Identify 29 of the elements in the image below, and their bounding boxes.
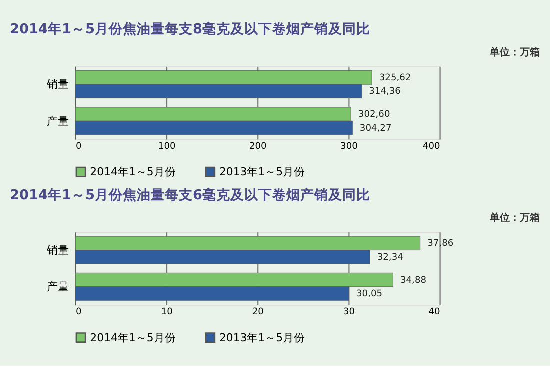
y-tick-label: 销量 [46,78,69,92]
x-tick-label: 0 [76,142,82,152]
data-label: 34,88 [400,276,427,286]
x-tick-label: 200 [249,142,268,152]
x-tick-label: 100 [158,142,176,152]
chart-title: 2014年1～5月份焦油量每支8毫克及以下卷烟产销及同比 [10,20,370,38]
text: 单位：万箱 [488,212,540,224]
x-tick-label: 0 [76,308,82,318]
x-tick-label: 20 [252,308,264,318]
legend-label: 2013年1～5月份 [219,166,306,179]
legend-label: 2014年1～5月份 [90,331,176,344]
data-label: 304,27 [360,124,392,134]
data-label: 325,62 [379,73,412,84]
legend-label: 2013年1～5月份 [219,331,306,344]
x-tick-label: 300 [340,142,358,152]
legend-label: 2014年1～5月份 [90,166,176,179]
x-tick-label: 30 [343,308,356,318]
y-tick-label: 销量 [46,244,69,257]
x-tick-label: 40 [428,308,440,318]
x-tick-label: 10 [161,308,174,318]
y-tick-label: 产量 [46,114,69,128]
x-tick-label: 400 [422,142,440,152]
chart-title: 2014年1～5月份焦油量每支6毫克及以下卷烟产销及同比 [10,186,370,204]
data-label: 314,36 [369,87,402,98]
data-label: 30,05 [356,289,383,300]
text: 单位：万箱 [488,46,540,59]
y-tick-label: 产量 [46,280,69,294]
data-label: 32,34 [377,252,404,263]
data-label: 302,60 [358,110,390,120]
